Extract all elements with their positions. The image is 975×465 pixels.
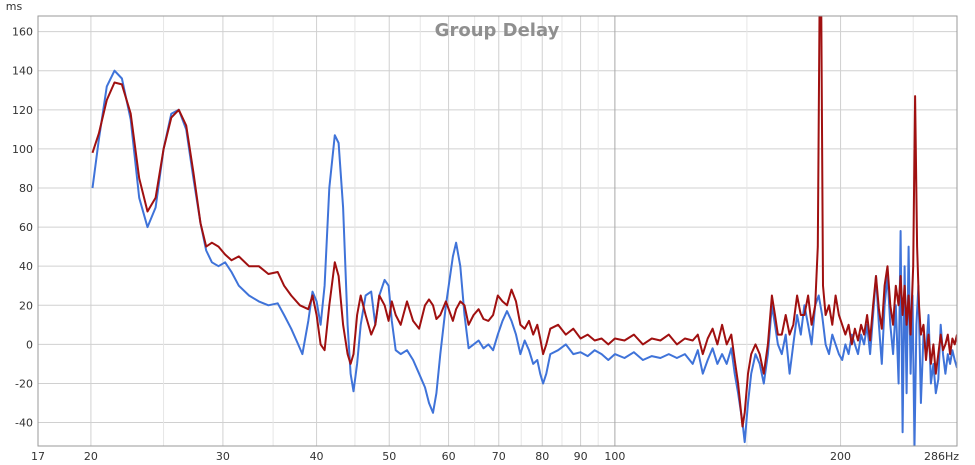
x-tick-label: 80 — [535, 450, 549, 463]
x-tick-label: 40 — [310, 450, 324, 463]
chart-title: Group Delay — [435, 20, 560, 41]
series-line-red — [91, 16, 957, 428]
x-axis-ticks: 17 20 30 40 50 60 70 80 90 100 200 286Hz — [31, 450, 959, 463]
x-tick-label: 60 — [442, 450, 456, 463]
plot-frame — [37, 15, 958, 447]
x-tick-label: 200 — [830, 450, 851, 463]
x-tick-label: 90 — [574, 450, 588, 463]
y-tick-label: 160 — [12, 26, 33, 39]
x-tick-label: 70 — [492, 450, 506, 463]
x-tick-label: 20 — [84, 450, 98, 463]
y-tick-label: -20 — [15, 377, 33, 390]
y-tick-label: 40 — [19, 260, 33, 273]
series-line-blue — [91, 69, 957, 446]
y-axis-ticks: 160 140 120 100 80 60 40 20 0 -20 -40 — [12, 26, 33, 430]
y-tick-label: 20 — [19, 299, 33, 312]
x-tick-label: 30 — [216, 450, 230, 463]
series-layer — [91, 16, 957, 446]
y-tick-label: 100 — [12, 143, 33, 156]
y-tick-label: 0 — [26, 338, 33, 351]
x-tick-label: 17 — [31, 450, 45, 463]
y-tick-label: -40 — [15, 417, 33, 430]
x-tick-label: 50 — [382, 450, 396, 463]
y-tick-label: 140 — [12, 65, 33, 78]
y-tick-label: 120 — [12, 104, 33, 117]
x-tick-label: 286Hz — [924, 450, 959, 463]
y-axis-unit-label: ms — [6, 0, 23, 13]
x-tick-label: 100 — [604, 450, 625, 463]
y-tick-label: 60 — [19, 221, 33, 234]
y-tick-label: 80 — [19, 182, 33, 195]
